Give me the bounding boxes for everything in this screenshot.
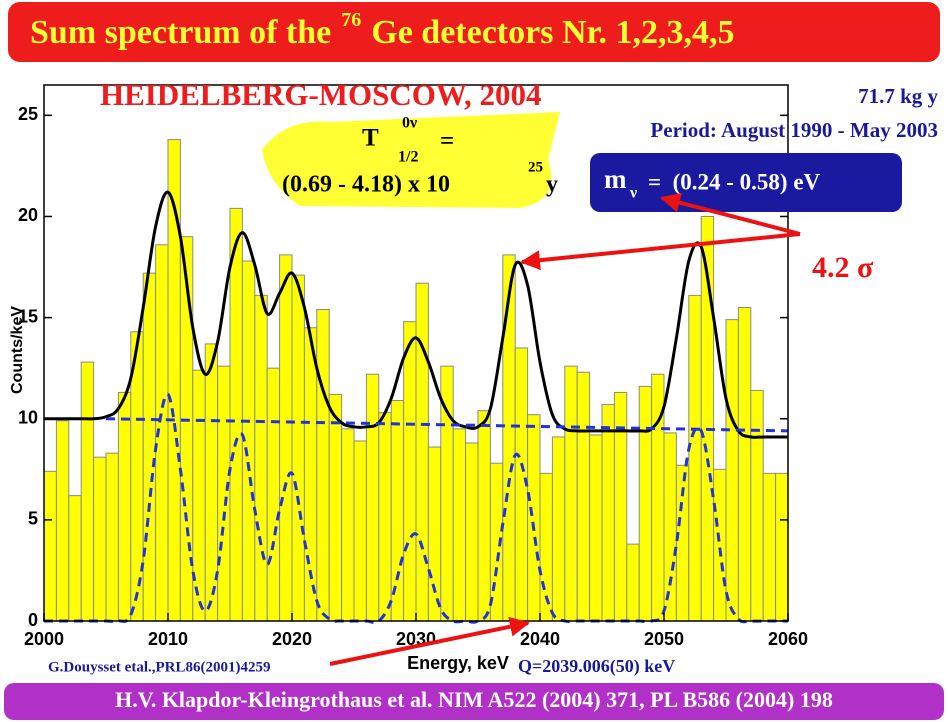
bar <box>502 254 516 622</box>
x-tick-label: 2010 <box>148 629 188 649</box>
bar <box>117 391 132 622</box>
mass-symbol: m <box>604 164 627 194</box>
reference-note: G.Douysset etal.,PRL86(2001)4259 <box>48 659 270 675</box>
bar <box>403 321 417 622</box>
mass-range: = (0.24 - 0.58) eV <box>648 169 821 194</box>
y-tick-label: 10 <box>18 407 38 427</box>
bar <box>626 543 640 622</box>
x-tick-label: 2040 <box>520 629 560 649</box>
bar <box>217 365 231 622</box>
bar <box>55 420 70 622</box>
exposure: 71.7 kg y <box>858 84 938 108</box>
half-life-equals: = <box>440 128 454 155</box>
bar <box>266 367 281 622</box>
bar <box>415 282 429 622</box>
half-life-subscript: 1/2 <box>398 149 418 166</box>
bar <box>564 365 578 622</box>
bar <box>427 446 442 622</box>
bar <box>527 414 541 622</box>
fit-curve <box>43 190 788 439</box>
footer: H.V. Klapdor-Kleingrothaus et al. NIM A5… <box>115 687 833 712</box>
bar <box>328 393 343 622</box>
bar <box>576 371 591 622</box>
bar <box>365 373 380 622</box>
x-tick-label: 2050 <box>644 629 684 649</box>
half-life-range: (0.69 - 4.18) x 10 <box>282 172 450 198</box>
bar <box>291 274 305 622</box>
half-life-box <box>262 112 560 208</box>
period: Period: August 1990 - May 2003 <box>650 118 938 142</box>
half-life-unit: y <box>546 172 558 198</box>
x-tick-label: 2000 <box>24 629 64 649</box>
y-tick-label: 0 <box>28 610 38 630</box>
subtitle: HEIDELBERG-MOSCOW, 2004 <box>100 77 542 112</box>
bar <box>105 452 119 622</box>
x-axis-label: Energy, keV <box>407 653 509 673</box>
bar <box>43 470 57 622</box>
bar <box>762 472 777 622</box>
chart-title: Sum spectrum of the 76 Ge detectors Nr. 1,… <box>30 9 734 51</box>
arrow <box>660 192 801 236</box>
bar <box>68 495 82 622</box>
y-axis-label: Counts/keV <box>9 306 26 394</box>
component-curve <box>44 392 788 624</box>
bar <box>192 369 206 622</box>
bar <box>390 400 405 622</box>
bar <box>452 428 467 622</box>
bar <box>341 428 355 622</box>
y-tick-label: 5 <box>28 509 38 529</box>
bar <box>279 254 293 622</box>
bar <box>80 361 95 622</box>
bar <box>638 385 653 622</box>
q-value: Q=2039.006(50) keV <box>518 656 675 677</box>
bar <box>737 306 752 622</box>
bar <box>316 309 330 622</box>
bar <box>601 404 615 622</box>
bar <box>142 272 157 622</box>
mass-subscript: ν <box>629 185 637 202</box>
y-tick-label: 20 <box>18 205 38 225</box>
bar <box>775 472 789 622</box>
x-tick-label: 2060 <box>768 629 808 649</box>
significance: 4.2 σ <box>812 251 874 284</box>
half-life-symbol: T <box>362 125 379 152</box>
title-superscript: 76 <box>341 9 361 31</box>
arrow <box>520 232 801 271</box>
bar <box>353 440 367 622</box>
bar <box>254 294 268 622</box>
bar <box>688 294 702 622</box>
y-tick-label: 15 <box>18 306 38 326</box>
bar <box>93 456 107 622</box>
title-banner <box>8 2 940 62</box>
component-curve <box>105 417 789 433</box>
bar <box>551 436 566 622</box>
x-tick-label: 2020 <box>272 629 312 649</box>
arrow <box>329 616 530 666</box>
half-life-superscript: 0ν <box>402 115 417 132</box>
title-main: Sum spectrum of the <box>30 14 331 51</box>
footer-banner <box>4 683 944 720</box>
y-tick-label: 25 <box>18 104 38 124</box>
bar <box>477 410 491 622</box>
bar <box>465 442 479 622</box>
bar <box>725 319 739 622</box>
bar <box>750 389 764 622</box>
bar <box>378 412 392 622</box>
title-rest: Ge detectors Nr. 1,2,3,4,5 <box>371 14 734 51</box>
bar <box>229 207 243 622</box>
bar <box>589 434 603 622</box>
bar <box>663 432 677 622</box>
bar <box>713 468 727 622</box>
half-life-exponent: 25 <box>528 159 543 175</box>
